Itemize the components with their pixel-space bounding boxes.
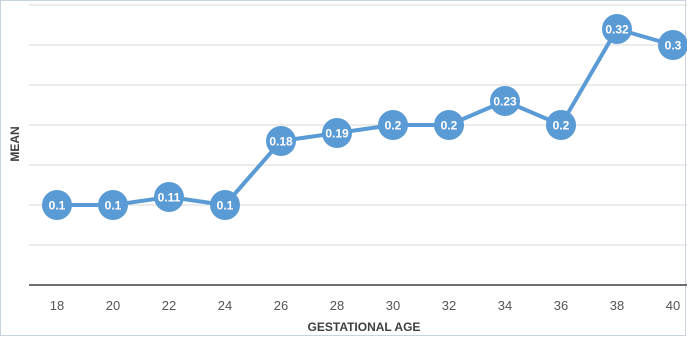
data-label: 0.19 xyxy=(325,127,349,141)
data-label: 0.1 xyxy=(217,199,234,213)
data-point-marker xyxy=(154,182,184,212)
data-label: 0.18 xyxy=(269,135,293,149)
x-tick-label: 24 xyxy=(218,298,232,313)
data-label: 0.1 xyxy=(105,199,122,213)
x-tick-label: 34 xyxy=(498,298,512,313)
data-point-marker xyxy=(210,190,240,220)
data-label: 0.2 xyxy=(441,119,458,133)
data-point-marker xyxy=(266,126,296,156)
data-point-marker xyxy=(546,110,576,140)
y-axis-title: MEAN xyxy=(8,126,22,161)
x-tick-label: 30 xyxy=(386,298,400,313)
x-axis-title: GESTATIONAL AGE xyxy=(308,320,421,334)
data-label: 0.3 xyxy=(665,39,682,53)
x-tick-labels: 18 20 22 24 26 28 30 32 34 36 38 40 xyxy=(50,298,680,313)
data-point-marker xyxy=(602,14,632,44)
data-label: 0.32 xyxy=(605,23,629,37)
x-tick-label: 38 xyxy=(610,298,624,313)
x-tick-label: 26 xyxy=(274,298,288,313)
data-label: 0.1 xyxy=(49,199,66,213)
data-markers: 0.1 0.1 0.11 0.1 0.18 0.19 0.2 0.2 0.23 0.2 0.32 0.… xyxy=(42,14,687,220)
data-point-marker xyxy=(322,118,352,148)
series-polyline xyxy=(55,27,675,207)
data-point-marker xyxy=(490,86,520,116)
x-tick-label: 18 xyxy=(50,298,64,313)
data-point-marker xyxy=(98,190,128,220)
data-label: 0.2 xyxy=(553,119,570,133)
x-tick-label: 40 xyxy=(666,298,680,313)
gridlines xyxy=(29,4,687,246)
data-label: 0.11 xyxy=(158,191,181,205)
x-tick-label: 36 xyxy=(554,298,568,313)
x-tick-label: 28 xyxy=(330,298,344,313)
x-tick-label: 22 xyxy=(162,298,176,313)
data-point-marker xyxy=(378,110,408,140)
data-label: 0.2 xyxy=(385,119,402,133)
data-point-marker xyxy=(42,190,72,220)
x-tick-label: 20 xyxy=(106,298,120,313)
series-line xyxy=(55,27,675,207)
data-point-marker xyxy=(658,30,687,60)
data-point-marker xyxy=(434,110,464,140)
data-label: 0.23 xyxy=(493,95,517,109)
x-tick-label: 32 xyxy=(442,298,456,313)
